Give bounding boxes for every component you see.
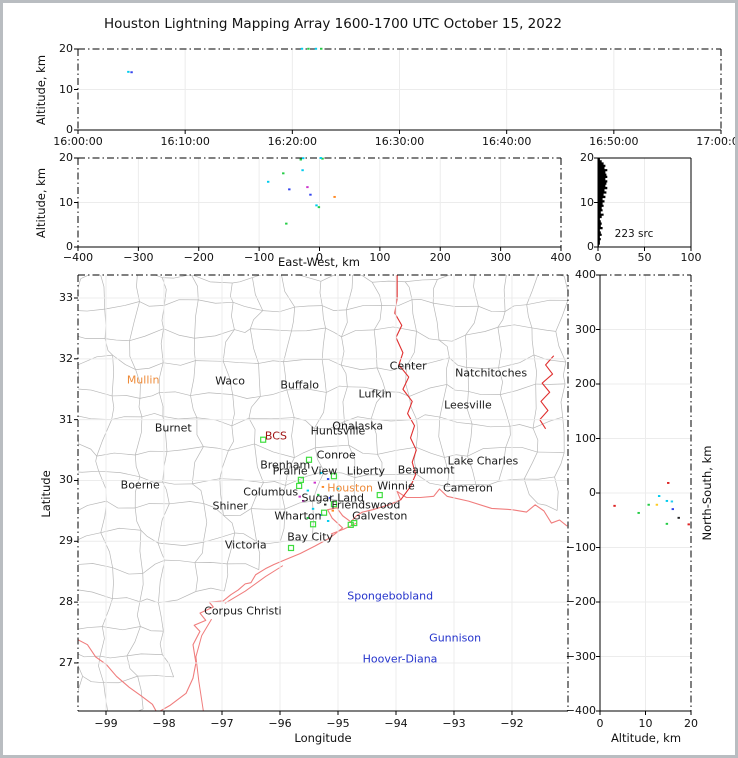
map-city-label-conroe: Conroe [316,448,356,462]
altitude-axis-tick: 0 [66,123,73,136]
map-city-label-beaumont: Beaumont [397,463,455,477]
ns-axis-tick: −200 [565,595,596,608]
source-count-annotation: 223 src [614,228,654,240]
altitude-axis-tick: 10 [59,195,73,209]
ew-axis-tick: 200 [429,251,451,264]
ns-axis-tick: 400 [575,268,596,281]
ns-axis-tick: 100 [575,431,596,445]
ew-axis-tick: 400 [550,251,572,264]
map-city-label-bcs: BCS [264,429,287,443]
hist-x-tick: 0 [594,251,602,264]
lon-axis-tick: −99 [94,717,118,730]
map-city-label-corpus-christi: Corpus Christi [204,604,282,618]
altitude-axis-tick: 20 [59,42,73,55]
map-city-label-victoria: Victoria [224,538,267,552]
altitude-axis-tick: 20 [59,151,73,164]
time-axis-tick: 16:50:00 [589,135,639,148]
ew-axis-tick: 300 [490,251,512,264]
ew-axis-tick: −200 [183,251,214,264]
map-city-label-prairie-view: Prairie View [272,464,338,478]
map-city-label-lake-charles: Lake Charles [447,454,519,468]
map-city-label-gunnison: Gunnison [429,631,482,645]
time-axis-tick: 16:10:00 [160,135,210,148]
map-city-label-buffalo: Buffalo [280,378,320,392]
hist-y-tick: 0 [587,240,594,253]
map-xlabel: Longitude [294,731,352,745]
ew-axis-tick: −300 [123,251,154,264]
map-city-label-brenham: Brenham [260,458,311,472]
hist-y-tick: 20 [580,151,594,164]
ns-axis-tick: −400 [565,704,596,717]
map-city-label-bay-city: Bay City [287,530,334,544]
map-city-label-huntsville: Huntsville [310,424,366,438]
ns-height-xlabel: Altitude, km [610,731,682,745]
ew-axis-tick: 100 [369,251,391,264]
time-axis-tick: 16:20:00 [267,135,318,148]
hist-x-tick: 50 [637,251,652,264]
ns-height-ylabel: North-South, km [700,445,714,541]
map-city-label-natchitoches: Natchitoches [455,366,528,380]
time-axis-tick: 16:00:00 [53,135,103,148]
map-city-label-burnet: Burnet [154,421,192,435]
map-city-label-lufkin: Lufkin [358,387,392,401]
lon-axis-tick: −97 [210,717,234,730]
map-city-label-liberty: Liberty [346,464,385,478]
lon-axis-tick: −98 [152,717,176,730]
ns-axis-tick: −300 [565,649,596,663]
ew-axis-tick: −400 [62,251,94,264]
map-city-label-waco: Waco [215,374,245,388]
map-city-label-spongebobland: Spongebobland [347,589,434,603]
ns-axis-tick: −100 [565,540,596,554]
ns-axis-tick: 200 [575,377,596,390]
time-axis-tick: 16:40:00 [481,135,532,148]
figure-title: Houston Lightning Mapping Array 1600-170… [103,16,563,32]
map-city-label-shiner: Shiner [212,499,248,513]
map-city-label-houston: Houston [327,481,374,495]
lon-axis-tick: −94 [384,717,408,730]
plot-canvas [74,47,722,715]
map-city-label-leesville: Leesville [444,398,492,412]
ns-alt-axis-tick: 10 [638,717,653,730]
map-city-label-hoover-diana: Hoover-Diana [362,652,438,666]
ew-axis-tick: 0 [316,251,323,264]
ns-alt-axis-tick: 20 [684,717,698,730]
lat-axis-tick: 27 [59,655,73,669]
map-city-label-friendswood: Friendswood [331,498,401,512]
map-city-label-winnie: Winnie [377,479,415,493]
hist-x-tick: 100 [680,251,702,264]
ns-axis-tick: 0 [589,486,596,499]
map-city-label-cameron: Cameron [442,481,493,495]
lat-axis-tick: 33 [59,290,73,304]
map-city-label-boerne: Boerne [120,478,160,492]
ns-alt-axis-tick: 0 [596,717,604,730]
time-axis-tick: 16:30:00 [374,135,425,148]
lat-axis-tick: 31 [59,412,73,426]
ns-axis-tick: 300 [575,322,596,336]
lon-axis-tick: −93 [442,717,466,730]
lat-axis-tick: 30 [59,473,73,487]
map-city-label-galveston: Galveston [352,509,408,523]
altitude-axis-tick: 10 [59,82,73,96]
lat-axis-tick: 28 [59,595,73,609]
lat-axis-tick: 29 [59,534,73,548]
map-city-label-center: Center [389,359,427,373]
map-city-label-onalaska: Onalaska [332,419,384,433]
lon-axis-tick: −95 [326,717,350,730]
hist-y-tick: 10 [580,195,594,209]
lon-axis-tick: −96 [268,717,292,730]
map-city-label-sugar-land: Sugar Land [301,491,365,505]
map-city-label-mullin: Mullin [126,373,160,387]
time-axis-tick: 17:00:00 [696,135,735,148]
map-city-label-columbus: Columbus [243,485,299,499]
ew-axis-tick: −100 [244,251,275,264]
altitude-axis-tick: 0 [66,240,73,253]
lon-axis-tick: −92 [500,717,524,730]
map-city-label-wharton: Wharton [274,509,322,523]
lat-axis-tick: 32 [59,351,73,365]
ew-height-xlabel: East-West, km [278,255,360,269]
